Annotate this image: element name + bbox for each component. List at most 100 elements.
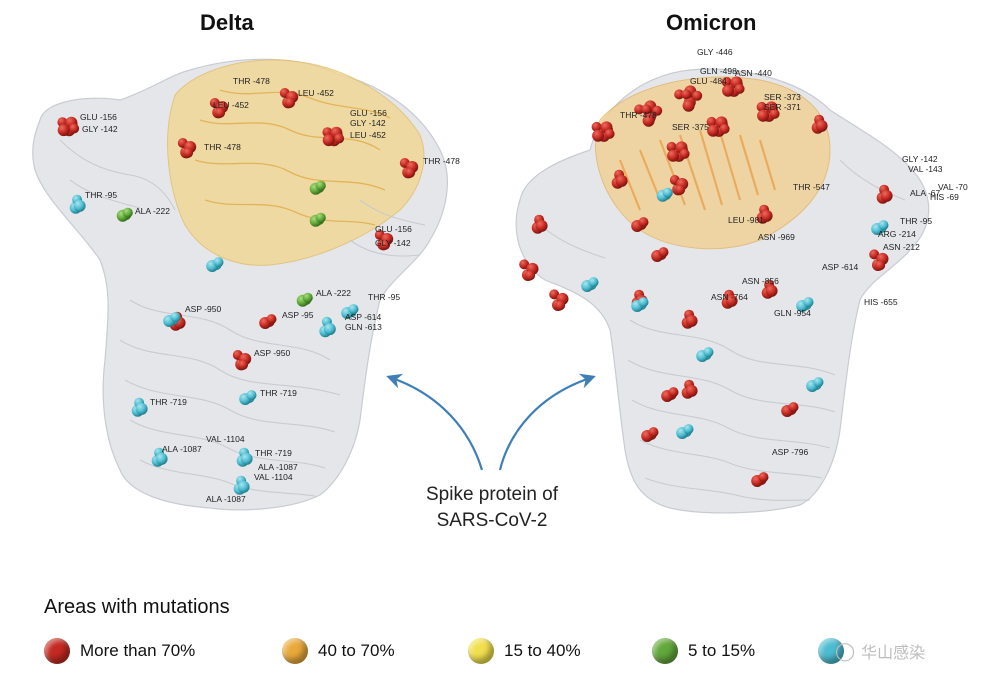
residue-label: ARG -214: [878, 229, 916, 239]
red-mutation-sphere: [682, 99, 695, 112]
green-mutation-sphere: [302, 292, 313, 303]
residue-label: THR -547: [793, 182, 830, 192]
residue-label: THR -719: [150, 397, 187, 407]
residue-label: THR -719: [260, 388, 297, 398]
spike-caption: Spike protein of SARS-CoV-2: [392, 482, 592, 534]
green-mutation-sphere: [315, 212, 326, 223]
red-mutation-sphere: [652, 105, 663, 116]
residue-label: GLN -613: [345, 322, 382, 332]
residue-label: ASP -614: [822, 262, 859, 272]
residue-label: SER -375: [672, 122, 709, 132]
red-mutation-sphere: [666, 141, 677, 152]
residue-label: GLY -142: [82, 124, 118, 134]
red-mutation-sphere: [638, 217, 649, 228]
legend-label: More than 70%: [80, 641, 196, 660]
residue-label: LEU -452: [298, 88, 334, 98]
green-mutation-sphere: [122, 207, 133, 218]
residue-label: ASP -95: [282, 310, 314, 320]
cyan-mutation-sphere: [213, 257, 224, 268]
residue-label: ALA -222: [135, 206, 170, 216]
cyan-mutation-sphere: [348, 304, 359, 315]
legend-item-yellow: 15 to 40%: [468, 636, 581, 666]
red-mutation-sphere: [758, 472, 769, 483]
residue-label: LEU -981: [728, 215, 764, 225]
residue-label: ASP -950: [254, 348, 291, 358]
green-sphere-icon: [652, 638, 678, 664]
red-mutation-sphere: [519, 259, 530, 270]
cyan-mutation-sphere: [135, 402, 148, 415]
residue-label: ALA -1087: [162, 444, 202, 454]
red-mutation-sphere: [641, 104, 652, 115]
residue-label: THR -95: [900, 216, 932, 226]
residue-label: SER -373: [764, 92, 801, 102]
red-mutation-sphere: [706, 116, 717, 127]
red-mutation-sphere: [685, 314, 698, 327]
residue-label: GLN -498: [700, 66, 737, 76]
residue-label: ASN -764: [711, 292, 748, 302]
red-mutation-sphere: [734, 83, 745, 94]
red-mutation-sphere: [380, 239, 391, 250]
red-mutation-sphere: [675, 184, 686, 195]
legend-item-red: More than 70%: [44, 636, 195, 666]
legend-item-orange: 40 to 70%: [282, 636, 395, 666]
cyan-mutation-sphere: [813, 377, 824, 388]
red-mutation-sphere: [634, 104, 645, 115]
red-mutation-sphere: [525, 270, 536, 281]
residue-label: GLN -954: [774, 308, 811, 318]
orange-sphere-icon: [282, 638, 308, 664]
legend-item-green: 5 to 15%: [652, 636, 755, 666]
red-mutation-sphere: [869, 249, 880, 260]
red-mutation-sphere: [765, 284, 778, 297]
red-mutation-sphere: [681, 89, 692, 100]
legend-label: 5 to 15%: [688, 641, 756, 660]
cyan-mutation-sphere: [240, 452, 253, 465]
watermark: ◯ 华山感染: [835, 636, 925, 666]
red-mutation-sphere: [615, 174, 628, 187]
cyan-sphere-icon: [818, 638, 844, 664]
legend-title: Areas with mutations: [44, 596, 230, 618]
cyan-mutation-sphere: [588, 277, 599, 288]
caption-line-1: Spike protein of: [425, 484, 559, 505]
red-mutation-sphere: [679, 148, 690, 159]
red-mutation-sphere: [238, 359, 249, 370]
red-mutation-sphere: [69, 123, 80, 134]
residue-label: VAL -70: [938, 182, 968, 192]
legend-label: 40 to 70%: [318, 641, 395, 660]
red-mutation-sphere: [769, 108, 780, 119]
red-mutation-sphere: [642, 114, 655, 127]
cyan-mutation-sphere: [170, 312, 181, 323]
red-mutation-sphere: [692, 90, 703, 101]
residue-label: VAL -143: [908, 164, 943, 174]
red-mutation-sphere: [555, 300, 566, 311]
red-mutation-sphere: [722, 84, 735, 97]
green-mutation-sphere: [315, 180, 326, 191]
arrows: [386, 373, 596, 471]
red-mutation-sphere: [788, 402, 799, 413]
cyan-mutation-sphere: [323, 323, 336, 336]
residue-label: ASP -614: [345, 312, 382, 322]
red-mutation-sphere: [592, 129, 605, 142]
residue-label: LEU -452: [350, 130, 386, 140]
cyan-mutation-sphere: [878, 220, 889, 231]
red-mutation-sphere: [535, 219, 548, 232]
cyan-mutation-sphere: [73, 199, 86, 212]
residue-label: THR -478: [620, 110, 657, 120]
residue-label: LEU -452: [213, 100, 249, 110]
residue-label: THR -478: [233, 76, 270, 86]
red-mutation-sphere: [334, 133, 345, 144]
residue-label: ALA -222: [316, 288, 351, 298]
cyan-mutation-sphere: [638, 297, 649, 308]
cyan-mutation-sphere: [237, 480, 250, 493]
residue-label: ASN -440: [735, 68, 772, 78]
cyan-mutation-sphere: [155, 452, 168, 465]
red-mutation-sphere: [668, 387, 679, 398]
red-mutation-sphere: [760, 209, 773, 222]
red-mutation-sphere: [875, 260, 886, 271]
caption-line-2: SARS-CoV-2: [436, 510, 548, 531]
watermark-text: 华山感染: [861, 643, 926, 662]
red-mutation-sphere: [183, 147, 194, 158]
red-mutation-sphere: [719, 123, 730, 134]
